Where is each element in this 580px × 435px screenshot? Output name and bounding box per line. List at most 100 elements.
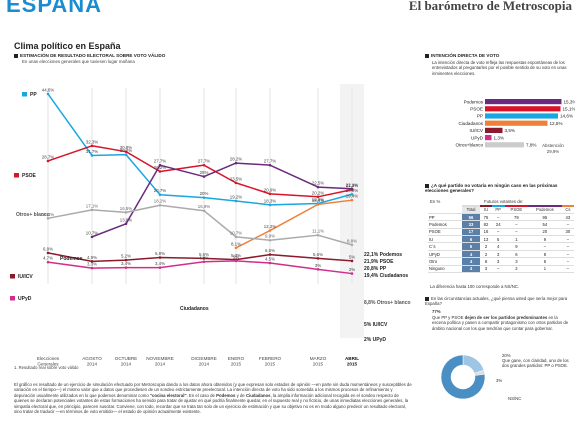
publication-name: El barómetro de Metroscopia [408, 0, 572, 13]
data-point [350, 198, 354, 202]
data-point [46, 92, 50, 96]
data-point [234, 246, 238, 250]
data-label: 11,1% [312, 229, 324, 234]
data-point [350, 272, 354, 275]
table-cell: 1 [504, 235, 529, 244]
data-label: 3,4% [121, 261, 131, 266]
data-label: 22,5% [312, 181, 325, 186]
table-cell: – [491, 213, 505, 222]
bar-category-label: UPyD [471, 135, 484, 140]
data-point [316, 268, 320, 271]
vote-intent-title: INTENCIÓN DIRECTA DE VOTO [425, 53, 499, 58]
left-series-label: PP [30, 92, 37, 98]
data-point [234, 181, 238, 185]
data-point [268, 238, 272, 242]
table-cell: 2 [480, 250, 492, 259]
table-row-label: Otro [428, 257, 462, 266]
data-label: 5% [349, 254, 355, 259]
x-tick-label: AGOSTO [82, 356, 102, 361]
data-label: 30,2% [120, 148, 133, 153]
table-cell: 13 [480, 235, 492, 244]
left-series-label: UPyD [18, 296, 32, 302]
table-cell: 17 [461, 228, 481, 237]
data-label: 28,2% [230, 157, 243, 162]
data-label: 10,7% [86, 230, 99, 235]
bar [485, 106, 561, 112]
table-cell: 20 [528, 228, 562, 237]
table-cell: 5 [491, 235, 505, 244]
data-point [234, 161, 238, 165]
x-tick-label: OCTUBRE [115, 356, 137, 361]
data-label: 18,4% [312, 198, 325, 203]
data-point [350, 259, 354, 263]
table-cell: 8 [528, 250, 562, 259]
data-point [268, 203, 272, 207]
data-point [202, 257, 206, 260]
data-label: 13,8% [120, 217, 133, 222]
table-cell: 9 [528, 235, 562, 244]
data-point [46, 217, 50, 220]
table-cell: 3 [504, 257, 529, 266]
data-label: 30,9% [120, 145, 133, 150]
data-point [158, 163, 162, 167]
data-label: 5% [233, 254, 239, 259]
bar [485, 120, 548, 126]
table-cell: 9 [504, 242, 529, 251]
table-column-header: IU [480, 204, 492, 214]
x-tick-label: 2014 [199, 362, 210, 367]
table-cell: 56 [461, 213, 481, 222]
table-cell: 3 [491, 257, 505, 266]
data-label: 20,9% [264, 187, 277, 192]
data-point [268, 192, 272, 196]
table-cell: 24 [491, 220, 505, 229]
data-point [124, 266, 128, 269]
data-point [90, 144, 94, 148]
table-cell: 33 [461, 220, 481, 229]
data-point [316, 203, 320, 206]
section-name: ESPAÑA [6, 0, 103, 17]
table-unit: En % [430, 199, 441, 204]
table-cell: 16 [480, 228, 492, 237]
end-label: 22,1% Podemos [364, 252, 402, 258]
data-label: 27,7% [198, 159, 211, 164]
bullet-square-icon [425, 53, 429, 58]
data-point [90, 208, 94, 212]
x-tick-label: ENERO [228, 356, 245, 361]
table-cell: – [528, 242, 562, 251]
table-cell: – [491, 228, 505, 237]
x-tick-label: 2014 [155, 362, 166, 367]
data-point [124, 222, 128, 226]
table-cell: 6 [504, 250, 529, 259]
vote-intent-title-text: INTENCIÓN DIRECTA DE VOTO [431, 53, 500, 58]
bar-category-label: PP [477, 114, 483, 119]
data-label: 18,6% [312, 197, 325, 202]
data-point [202, 196, 206, 199]
data-point [202, 260, 206, 264]
data-point [124, 211, 128, 214]
table-row-label: C´s [428, 242, 462, 251]
bar-value-label: 15,3% [564, 99, 576, 104]
table-cell: 43 [561, 213, 574, 222]
data-point [350, 187, 354, 191]
vote-intent-bar-chart: Podemos 15,3% PSOE 15,1% PP 14,6% Ciudadanos 12… [456, 99, 576, 154]
page-title: Clima político en España [14, 41, 121, 51]
table-cell: – [561, 242, 574, 251]
bar-value-label: 3,5% [505, 128, 515, 133]
bullet-square-icon [425, 296, 429, 301]
bar-category-label: IU/ICV [469, 128, 483, 133]
bar-value-label: 1,3% [494, 135, 504, 140]
pie-slice-77 [440, 354, 486, 400]
data-point [268, 229, 272, 232]
data-label: 5,6% [199, 252, 209, 257]
pie-3-label: 3% [496, 378, 503, 383]
pie-text-b: dejen de ser los partidos predominantes [464, 315, 548, 320]
table-column-header: Podemos [528, 204, 562, 214]
data-label: 12,2% [264, 224, 277, 229]
table-cell: 4 [461, 257, 481, 266]
table-row-label: UPyD [428, 250, 462, 259]
pie-big-value: 77% [432, 309, 441, 314]
data-label: 2% [349, 267, 355, 272]
bar [485, 127, 503, 133]
table-row-label: PP [428, 213, 462, 222]
x-tick-label: 2015 [313, 362, 324, 367]
